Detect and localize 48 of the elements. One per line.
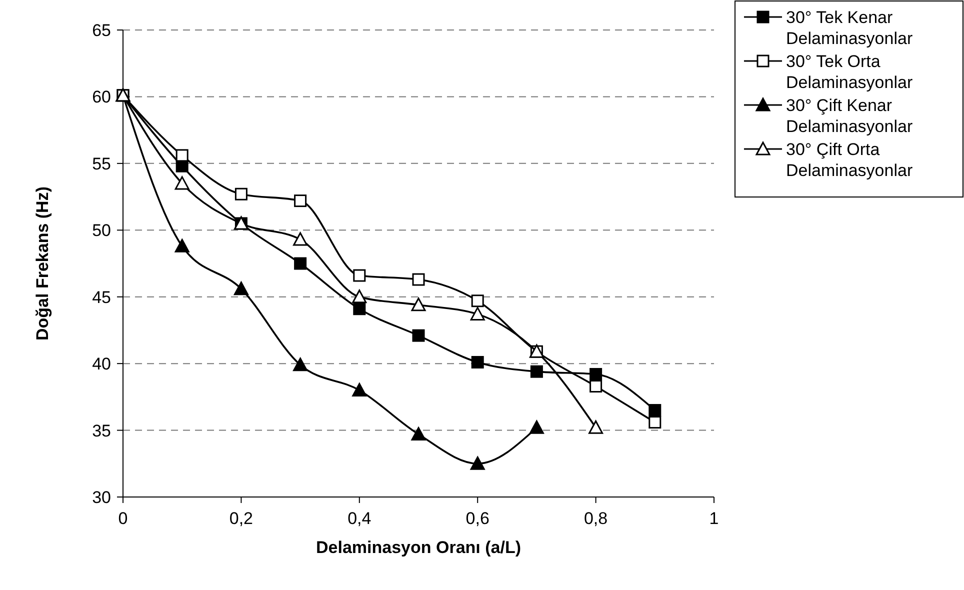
point xyxy=(590,380,602,393)
point xyxy=(352,383,367,397)
point xyxy=(530,365,543,378)
point xyxy=(353,269,366,282)
point xyxy=(590,368,602,380)
point xyxy=(174,238,190,252)
x-axis-title: Delaminasyon Oranı (a/L) xyxy=(316,538,521,557)
y-tick-label: 65 xyxy=(92,21,111,40)
legend-label: 30° Çift Orta Delaminasyonlar xyxy=(786,140,913,180)
point xyxy=(293,232,308,246)
point xyxy=(176,149,188,162)
legend-label: 30° Çift Kenar Delaminasyonlar xyxy=(786,96,913,136)
point xyxy=(234,282,248,296)
y-tick-label: 30 xyxy=(92,488,111,507)
y-axis-title: Doğal Frekans (Hz) xyxy=(33,186,52,340)
point xyxy=(471,294,484,308)
x-tick-label: 0,8 xyxy=(584,509,608,528)
point xyxy=(648,416,662,429)
y-tick-label: 60 xyxy=(92,88,111,107)
y-tick-label: 45 xyxy=(92,288,111,307)
x-tick-label: 0,2 xyxy=(229,509,254,528)
point xyxy=(470,306,485,320)
point xyxy=(412,273,425,286)
point xyxy=(353,302,366,316)
y-tick-label: 40 xyxy=(92,354,111,374)
point xyxy=(294,257,307,270)
point xyxy=(411,298,426,312)
point xyxy=(411,427,426,441)
point xyxy=(470,456,485,470)
x-tick-label: 0 xyxy=(118,509,128,528)
y-tick-label: 35 xyxy=(92,421,111,440)
point xyxy=(588,420,604,434)
point xyxy=(234,188,248,200)
point xyxy=(352,290,367,304)
point xyxy=(648,404,662,417)
y-tick-label: 55 xyxy=(92,154,111,174)
y-tick-label: 50 xyxy=(92,221,111,240)
x-tick-label: 1 xyxy=(709,509,719,528)
point xyxy=(529,420,544,434)
point xyxy=(471,356,484,368)
point xyxy=(294,194,307,208)
point xyxy=(174,176,190,190)
legend-label: 30° Tek Orta Delaminasyonlar xyxy=(786,52,913,92)
x-tick-label: 0,6 xyxy=(466,509,490,528)
point xyxy=(412,329,425,342)
x-tick-label: 0,4 xyxy=(348,509,372,528)
point xyxy=(293,358,308,372)
legend-label: 30° Tek Kenar Delaminasyonlar xyxy=(786,8,913,48)
